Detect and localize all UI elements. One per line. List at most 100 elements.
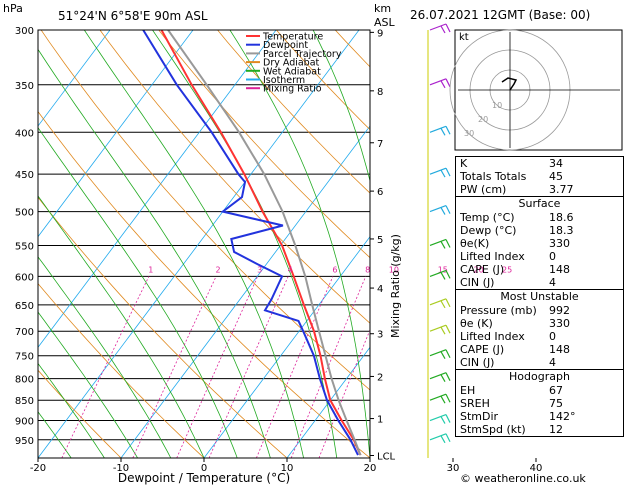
index-value: 34 (549, 157, 563, 170)
index-row: Pressure (mb) 992 (456, 304, 623, 317)
index-value: 45 (549, 170, 563, 183)
hodograph-ring-label: 20 (478, 115, 488, 124)
km-tick-label: 3 (377, 330, 383, 341)
mixing-ratio-label: 20 (474, 265, 484, 274)
dry-adiabat (158, 30, 370, 259)
mixing-ratio-label: 10 (389, 265, 399, 274)
mixing-ratio-line (208, 276, 289, 458)
index-label: Temp (°C) (460, 211, 515, 224)
wet-adiabat (38, 48, 271, 458)
index-row: Dewp (°C) 18.3 (456, 224, 623, 237)
wet-adiabat (38, 126, 238, 458)
mixing-ratio-line (371, 276, 441, 458)
index-row: Lifted Index 0 (456, 250, 623, 263)
pressure-tick-label: 900 (15, 417, 34, 428)
wet-adiabat (38, 457, 39, 458)
x-tick-label: 40 (530, 463, 543, 474)
isotherm (38, 30, 194, 238)
hodograph: kt 10 20 30 (449, 29, 623, 151)
dry-adiabat (38, 369, 122, 458)
location-title: 51°24'N 6°58'E 90m ASL (58, 9, 208, 23)
hodograph-unit: kt (459, 32, 469, 43)
wind-barb (429, 393, 451, 404)
x-tick-label: 0 (201, 463, 207, 474)
hodograph-ring-label: 30 (464, 129, 474, 138)
pressure-tick-label: 350 (15, 81, 34, 92)
series-temperature (160, 30, 362, 456)
index-row: Totals Totals 45 (456, 170, 623, 183)
pressure-tick-label: 500 (15, 208, 34, 219)
wet-adiabat (38, 362, 105, 458)
index-row: PW (cm) 3.77 (456, 183, 623, 196)
most-unstable-title: Most Unstable (500, 290, 579, 303)
index-row: EH 67 (456, 384, 623, 397)
index-value: 0 (549, 330, 556, 343)
index-label: PW (cm) (460, 183, 507, 196)
pressure-tick-label: 600 (15, 272, 34, 283)
isotherm (120, 125, 370, 458)
index-row: SREH 75 (456, 397, 623, 410)
km-tick-label: 8 (377, 87, 383, 98)
isotherm (38, 30, 111, 127)
wind-barb (429, 238, 451, 249)
index-label: CIN (J) (460, 356, 495, 369)
datetime-title: 26.07.2021 12GMT (Base: 00) (410, 8, 590, 22)
wet-adiabat (312, 30, 370, 183)
mixing-ratio-label: 25 (502, 265, 512, 274)
index-label: EH (460, 384, 476, 397)
wet-adiabat (152, 30, 338, 458)
dry-adiabat (38, 196, 288, 458)
mixing-ratio-label: 6 (332, 265, 337, 274)
series-dewpoint (142, 30, 359, 456)
legend-entry: Wet Adiabat (263, 66, 321, 77)
mixing-ratio-label: 3 (257, 265, 262, 274)
km-tick-label: 2 (377, 372, 383, 383)
wind-barb (429, 167, 451, 178)
index-value: 0 (549, 250, 556, 263)
index-value: 12 (549, 423, 563, 436)
index-value: 142° (549, 410, 576, 423)
mixing-ratio-line (132, 276, 217, 458)
mixing-ratio-label: 8 (365, 265, 370, 274)
index-row: CAPE (J) 148 (456, 263, 623, 276)
legend-entry: Parcel Trajectory (263, 49, 342, 60)
index-row: CAPE (J) 148 (456, 343, 623, 356)
index-value: 330 (549, 237, 570, 250)
km-tick-label: 9 (377, 28, 383, 39)
wet-adiabat (38, 195, 205, 458)
km-tick-label: 4 (377, 284, 383, 295)
index-value: 148 (549, 343, 570, 356)
mixing-ratio-line (61, 276, 150, 458)
dry-adiabat (38, 282, 205, 458)
legend-entry: Dewpoint (263, 40, 308, 51)
mixing-ratio-label: 4 (288, 265, 293, 274)
copyright: © weatheronline.co.uk (460, 472, 586, 485)
dry-adiabat (217, 30, 370, 194)
index-value: 75 (549, 397, 563, 410)
dry-adiabat (99, 30, 370, 324)
index-value: 992 (549, 304, 570, 317)
hodograph-ring-label: 10 (492, 101, 502, 110)
pressure-tick-label: 450 (15, 170, 34, 181)
x-axis-label: Dewpoint / Temperature (°C) (118, 471, 290, 485)
index-row: K 34 (456, 157, 623, 170)
index-label: Pressure (mb) (460, 304, 537, 317)
index-label: θe (K) (460, 317, 493, 330)
wet-adiabat (38, 256, 172, 458)
x-tick-label: -20 (30, 463, 46, 474)
index-row: StmSpd (kt) 12 (456, 423, 623, 436)
index-row: StmDir 142° (456, 410, 623, 423)
index-value: 330 (549, 317, 570, 330)
index-label: CAPE (J) (460, 343, 505, 356)
index-row: θe(K) 330 (456, 237, 623, 250)
index-row: Lifted Index 0 (456, 330, 623, 343)
mixing-ratio-axis-label: Mixing Ratio (g/kg) (389, 234, 402, 338)
index-row: θe (K) 330 (456, 317, 623, 330)
mixing-ratio-label: 15 (438, 265, 448, 274)
hodograph-title: Hodograph (509, 370, 570, 383)
wind-barb (429, 433, 451, 444)
wind-barb (429, 372, 451, 382)
pressure-tick-label: 850 (15, 396, 34, 407)
wind-barb (429, 23, 451, 34)
asl-label: ASL (374, 16, 396, 29)
